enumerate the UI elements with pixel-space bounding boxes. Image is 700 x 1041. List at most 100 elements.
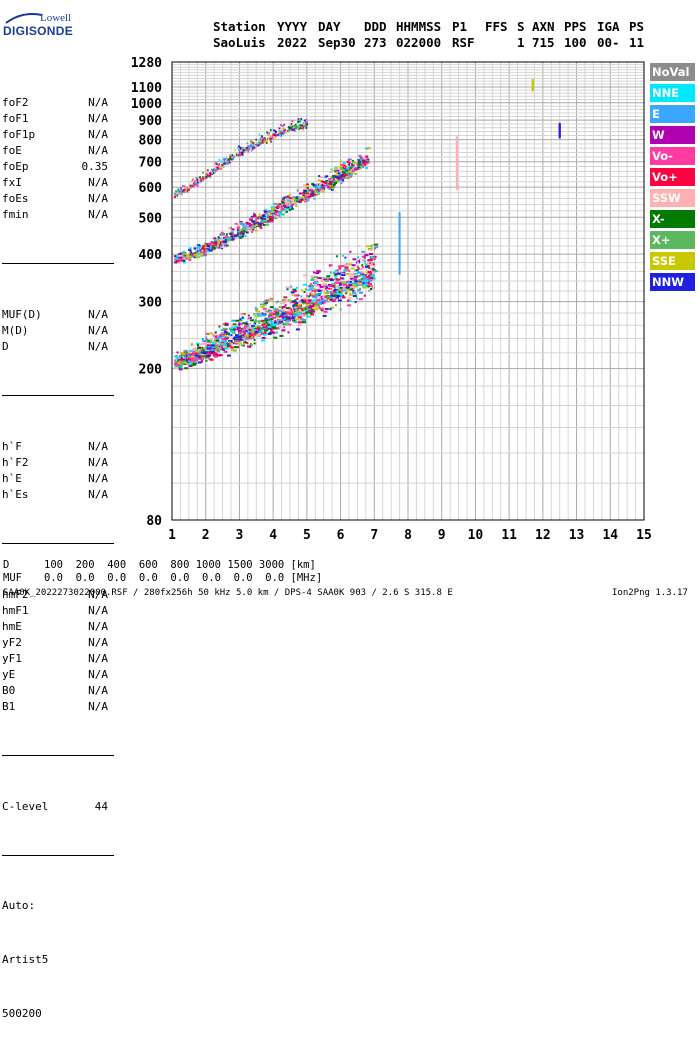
echo-point <box>334 285 339 288</box>
echo-point <box>242 322 247 325</box>
echo-point <box>202 254 206 257</box>
echo-point <box>347 159 350 162</box>
echo-point <box>343 169 346 172</box>
echo-point <box>287 317 292 320</box>
echo-point <box>180 188 183 191</box>
echo-point <box>363 157 367 160</box>
echo-point <box>202 171 205 174</box>
echo-point <box>351 291 356 294</box>
echo-point <box>300 308 303 311</box>
echo-point <box>244 334 249 337</box>
hdr-value-axn: 715 <box>532 35 555 50</box>
echo-point <box>214 331 217 334</box>
echo-point <box>208 332 213 335</box>
echo-point <box>310 307 315 310</box>
echo-point <box>205 346 208 349</box>
echo-point <box>278 321 281 324</box>
echo-point <box>251 148 254 151</box>
echo-point <box>349 275 354 278</box>
y-tick-label: 400 <box>139 248 163 263</box>
echo-point <box>231 319 236 322</box>
echo-point <box>268 321 271 324</box>
echo-point <box>246 145 249 148</box>
echo-point <box>215 161 217 164</box>
echo-point <box>199 253 202 256</box>
echo-point <box>455 179 458 183</box>
echo-point <box>203 248 207 251</box>
echo-point <box>297 118 300 121</box>
echo-point <box>345 165 348 168</box>
echo-point <box>350 285 355 288</box>
echo-point <box>362 162 366 165</box>
echo-point <box>180 357 183 360</box>
echo-point <box>241 332 244 335</box>
echo-point <box>189 186 192 189</box>
echo-point <box>252 330 257 333</box>
echo-point <box>249 332 252 335</box>
echo-point <box>329 284 332 287</box>
echo-point <box>313 308 318 311</box>
echo-point <box>370 278 373 281</box>
echo-point <box>316 190 319 193</box>
echo-point <box>294 299 297 302</box>
echo-point <box>339 172 342 175</box>
echo-point <box>251 326 254 329</box>
echo-point <box>344 266 349 269</box>
echo-point <box>251 228 255 231</box>
echo-point <box>306 294 309 297</box>
echo-point <box>325 276 330 279</box>
x-tick-label: 8 <box>404 528 412 543</box>
echo-point <box>279 210 282 213</box>
echo-point <box>327 181 330 184</box>
echo-point <box>362 282 367 285</box>
echo-point <box>275 310 280 313</box>
echo-point <box>177 260 181 263</box>
echo-point <box>353 168 357 171</box>
echo-point <box>285 198 289 201</box>
echo-point <box>232 323 237 326</box>
param-group-critical-freqs: foF2 N/A foF1 N/A foF1p N/A foE N/A foEp 0.35 fxI N… <box>2 94 114 222</box>
echo-point <box>281 207 285 210</box>
echo-point <box>265 213 269 216</box>
echo-point <box>344 166 347 169</box>
echo-point <box>231 158 234 161</box>
hdr-label-station: Station <box>213 19 266 34</box>
legend-item-sse: SSE <box>650 252 695 270</box>
echo-point <box>350 171 353 174</box>
echo-point <box>303 184 307 187</box>
echo-point <box>237 335 242 338</box>
echo-point <box>328 264 331 267</box>
echo-point <box>187 362 192 365</box>
echo-point <box>243 149 246 152</box>
echo-point <box>322 285 327 288</box>
echo-point <box>185 354 188 357</box>
param-label: foF2 <box>2 96 29 109</box>
echo-point <box>341 170 345 173</box>
echo-point <box>204 246 207 249</box>
echo-point <box>268 220 271 223</box>
echo-point <box>179 254 183 257</box>
echo-point <box>366 157 369 160</box>
echo-point <box>228 340 233 343</box>
echo-point <box>296 126 299 129</box>
echo-point <box>455 172 458 176</box>
echo-point <box>316 182 319 185</box>
echo-point <box>295 286 298 289</box>
echo-point <box>305 125 308 128</box>
echo-point <box>306 311 309 314</box>
echo-point <box>190 355 195 358</box>
echo-point <box>281 201 285 204</box>
echo-point <box>287 201 291 204</box>
echo-point <box>299 119 302 122</box>
echo-point <box>316 288 321 291</box>
echo-point <box>226 237 230 240</box>
echo-point <box>360 271 365 274</box>
echo-point <box>344 273 349 276</box>
echo-point <box>269 319 272 322</box>
echo-point <box>198 252 201 255</box>
echo-point <box>278 315 283 318</box>
echo-point <box>225 235 229 238</box>
echo-point <box>324 287 327 290</box>
echo-point <box>184 350 187 353</box>
echo-point <box>177 188 180 191</box>
